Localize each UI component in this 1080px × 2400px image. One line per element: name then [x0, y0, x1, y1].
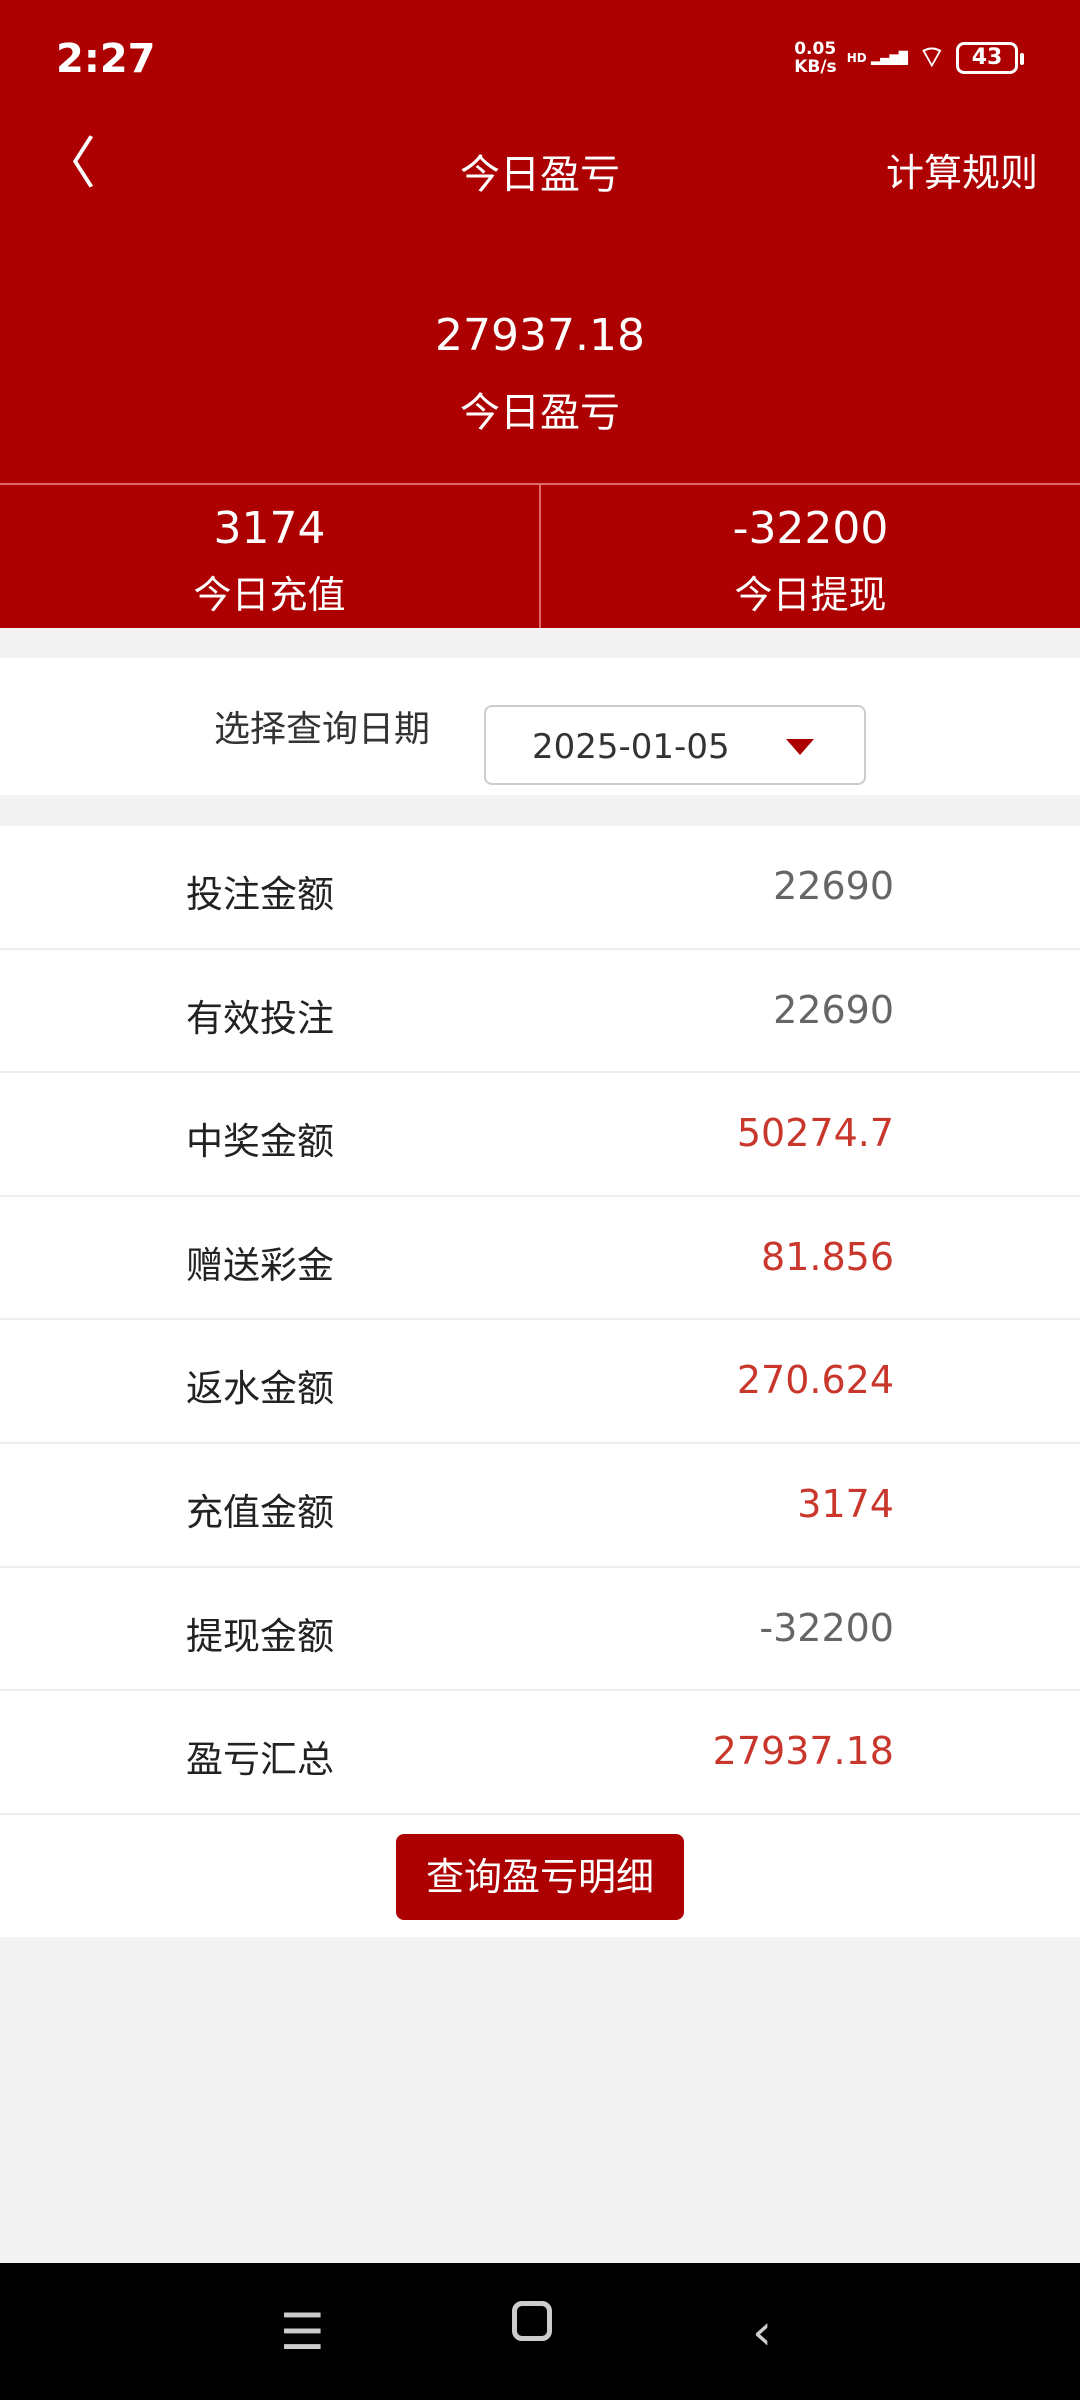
row-label: 中奖金额: [186, 1120, 334, 1164]
date-select[interactable]: 2025-01-05: [484, 705, 866, 785]
list-item: 充值金额 3174: [0, 1444, 1080, 1568]
date-filter: 选择查询日期 2025-01-05: [0, 658, 1080, 795]
row-label: 投注金额: [186, 873, 334, 916]
row-label: 有效投注: [186, 996, 334, 1040]
signal-icon: HD ▂▄▆█: [846, 51, 908, 65]
page-title: 今日盈亏: [460, 152, 620, 198]
list-item: 投注金额 22690: [0, 826, 1080, 950]
date-label: 选择查询日期: [214, 709, 431, 750]
row-label: 提现金额: [186, 1614, 334, 1658]
query-detail-button[interactable]: 查询盈亏明细: [396, 1834, 684, 1920]
calc-rules-link[interactable]: 计算规则: [885, 151, 1038, 195]
list-item: 有效投注 22690: [0, 950, 1080, 1074]
row-value: -32200: [759, 1605, 894, 1650]
status-bar: 2:27 0.05 KB/s HD ▂▄▆█ ⌔ 43: [0, 0, 1080, 120]
battery-icon: 43: [956, 42, 1024, 74]
list-item: 提现金额 -32200: [0, 1568, 1080, 1692]
detail-list: 投注金额 22690 有效投注 22690 中奖金额 50274.7 赠送彩金 81.856 返…: [0, 826, 1080, 1815]
row-value: 22690: [773, 987, 894, 1032]
row-label: 返水金额: [186, 1367, 334, 1411]
profit-value: 27937.18: [435, 310, 645, 361]
home-icon[interactable]: [512, 2301, 552, 2341]
back-icon[interactable]: 〈: [40, 132, 96, 197]
profit-label: 今日盈亏: [460, 390, 620, 436]
row-value: 270.624: [736, 1358, 894, 1403]
row-value: 50274.7: [736, 1111, 894, 1156]
clock: 2:27: [56, 36, 156, 82]
system-nav-bar: ☰ ‹: [0, 2263, 1080, 2400]
list-item: 盈亏汇总 27937.18: [0, 1691, 1080, 1815]
row-value: 27937.18: [712, 1729, 894, 1774]
header-area: 2:27 0.05 KB/s HD ▂▄▆█ ⌔ 43 〈 今日盈亏 计算规则 2…: [0, 0, 1080, 628]
row-label: 盈亏汇总: [186, 1738, 334, 1782]
menu-icon[interactable]: ☰: [280, 2303, 325, 2361]
nav-bar: 〈 今日盈亏 计算规则: [0, 120, 1080, 210]
caret-down-icon: [786, 739, 814, 755]
stat-recharge: 3174 今日充值: [193, 503, 346, 617]
stats-row: 3174 今日充值 -32200 今日提现: [0, 483, 1080, 628]
list-item: 中奖金额 50274.7: [0, 1073, 1080, 1197]
row-value: 3174: [797, 1481, 894, 1526]
row-label: 充值金额: [186, 1490, 334, 1534]
back-nav-icon[interactable]: ‹: [752, 2303, 772, 2361]
stat-withdraw: -32200 今日提现: [539, 485, 1080, 628]
wifi-icon: ⌔: [917, 40, 946, 75]
network-speed: 0.05 KB/s: [794, 39, 837, 77]
row-value: 81.856: [761, 1234, 894, 1279]
list-item: 返水金额 270.624: [0, 1320, 1080, 1444]
list-item: 赠送彩金 81.856: [0, 1197, 1080, 1321]
row-label: 赠送彩金: [186, 1243, 334, 1287]
row-value: 22690: [773, 864, 894, 908]
